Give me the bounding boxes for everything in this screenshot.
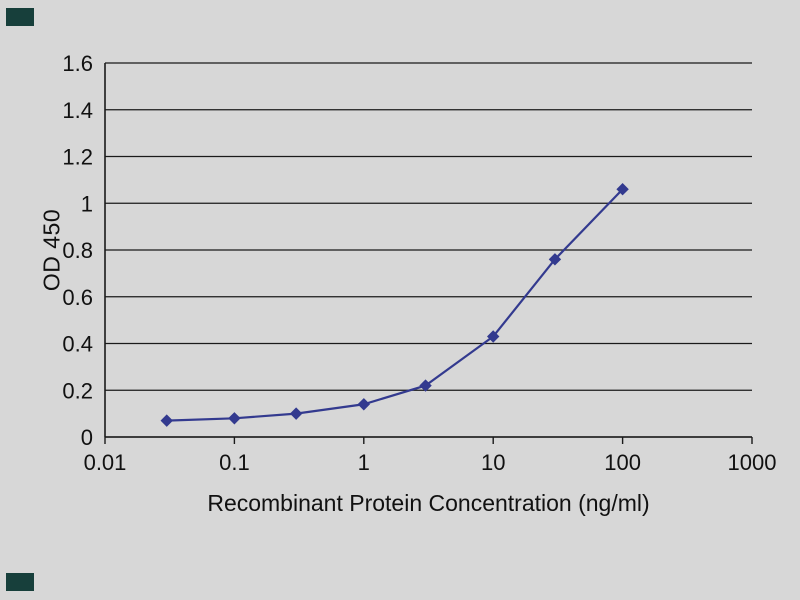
y-tick-label: 0.4 xyxy=(62,332,93,357)
x-tick-label: 1000 xyxy=(728,450,777,475)
x-tick-label: 1 xyxy=(358,450,370,475)
y-tick-label: 0 xyxy=(81,425,93,450)
y-tick-label: 1.6 xyxy=(62,51,93,76)
y-tick-label: 0.8 xyxy=(62,238,93,263)
y-tick-label: 1.4 xyxy=(62,98,93,123)
series-line xyxy=(166,188,624,422)
x-axis-title: Recombinant Protein Concentration (ng/ml… xyxy=(207,490,650,516)
data-point-marker xyxy=(419,379,432,392)
corner-mark-bottom-left xyxy=(6,573,34,591)
x-tick-label: 10 xyxy=(481,450,505,475)
data-point-marker xyxy=(548,253,562,266)
data-point-marker xyxy=(289,407,303,420)
y-tick-label: 1 xyxy=(81,191,93,216)
data-point-marker xyxy=(228,412,241,425)
data-point-marker xyxy=(486,330,500,343)
y-tick-label: 0.2 xyxy=(62,378,93,403)
y-axis-title: OD 450 xyxy=(38,208,65,292)
data-point-marker xyxy=(160,414,173,427)
y-tick-label: 0.6 xyxy=(62,285,93,310)
corner-mark-top-left xyxy=(6,8,34,26)
data-point-marker xyxy=(357,398,371,411)
x-tick-label: 0.1 xyxy=(219,450,250,475)
y-tick-label: 1.2 xyxy=(62,145,93,170)
data-point-marker xyxy=(616,183,629,196)
x-tick-label: 100 xyxy=(604,450,641,475)
x-tick-label: 0.01 xyxy=(84,450,127,475)
